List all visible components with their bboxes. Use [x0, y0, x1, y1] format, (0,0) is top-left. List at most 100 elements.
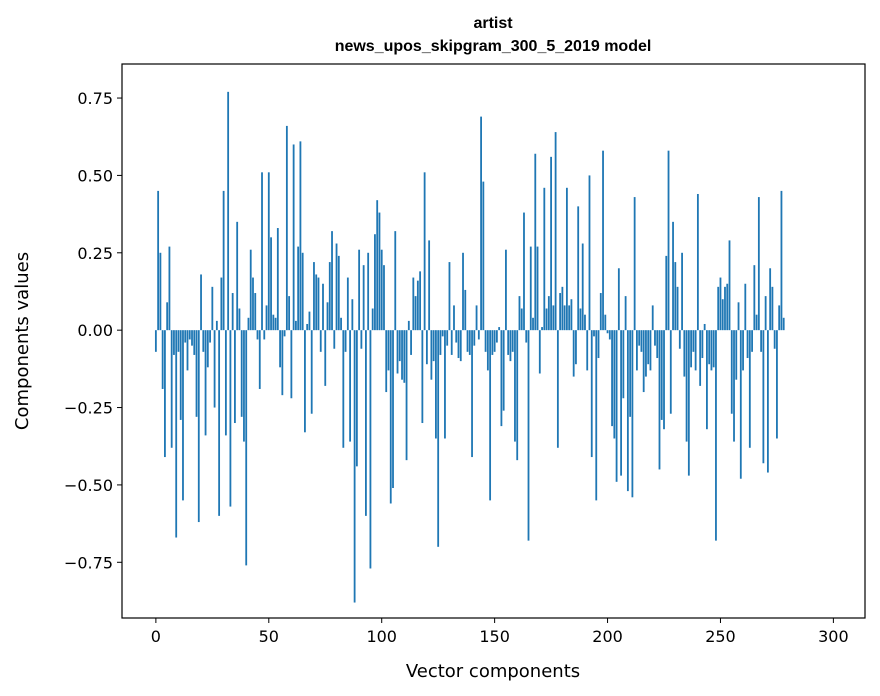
bar-121 [428, 240, 431, 331]
bar-276 [778, 305, 781, 331]
bar-204 [615, 330, 618, 482]
bar-77 [328, 262, 331, 331]
bar-268 [760, 330, 763, 352]
bar-146 [484, 330, 487, 352]
bar-233 [681, 252, 683, 331]
bar-138 [466, 330, 469, 352]
bar-178 [556, 330, 559, 448]
bar-248 [715, 330, 717, 541]
bar-63 [297, 246, 300, 331]
bar-27 [215, 320, 218, 331]
bar-36 [236, 221, 239, 331]
bar-88 [353, 330, 356, 603]
bar-207 [622, 330, 625, 399]
x-tick-label: 0 [151, 627, 161, 646]
bar-134 [457, 330, 460, 359]
bar-60 [290, 330, 293, 399]
bar-143 [477, 330, 480, 340]
bar-40 [245, 330, 248, 566]
bar-261 [744, 283, 747, 331]
bar-11 [179, 330, 182, 420]
bar-140 [471, 330, 473, 458]
bar-137 [464, 289, 467, 331]
bar-200 [606, 330, 609, 334]
bar-163 [523, 212, 525, 331]
y-tick-label: −0.50 [64, 476, 113, 495]
bar-210 [629, 330, 632, 417]
bar-67 [306, 323, 309, 331]
bar-234 [683, 330, 686, 377]
x-tick-label: 100 [366, 627, 397, 646]
bar-9 [175, 330, 178, 538]
bar-226 [665, 255, 668, 331]
bar-1 [157, 190, 160, 331]
bar-20 [200, 274, 202, 331]
bar-201 [608, 330, 611, 340]
bar-79 [333, 330, 336, 349]
bar-274 [773, 330, 776, 349]
bar-181 [563, 305, 566, 331]
bar-159 [514, 330, 516, 442]
y-axis-ticks: −0.75 −0.50 −0.25 0.00 0.25 0.50 0.75 [64, 89, 122, 572]
bar-157 [509, 330, 512, 362]
bar-78 [331, 231, 333, 331]
bar-144 [480, 116, 482, 331]
bar-240 [696, 193, 699, 331]
bar-152 [498, 327, 501, 331]
bar-61 [292, 144, 295, 331]
bar-197 [599, 293, 602, 331]
bar-118 [421, 330, 424, 424]
y-tick-label: 0.50 [77, 166, 113, 185]
bar-168 [534, 153, 537, 331]
y-tick-label: 0.75 [77, 89, 113, 108]
bar-212 [633, 197, 636, 331]
bar-190 [584, 314, 586, 331]
bar-26 [213, 330, 216, 408]
bar-277 [780, 190, 783, 331]
bar-114 [412, 277, 415, 331]
bar-250 [719, 277, 722, 331]
bar-187 [577, 206, 580, 331]
bar-81 [337, 255, 340, 331]
bar-8 [173, 330, 175, 355]
bar-122 [430, 330, 433, 380]
bar-119 [423, 172, 426, 331]
bar-176 [552, 305, 555, 331]
bar-203 [613, 330, 616, 439]
bar-270 [764, 296, 767, 331]
bar-244 [706, 330, 708, 430]
bar-49 [265, 305, 268, 331]
bar-262 [746, 330, 749, 359]
bar-53 [274, 317, 277, 331]
y-tick-label: 0.25 [77, 244, 113, 263]
bar-220 [651, 305, 654, 331]
bar-70 [313, 262, 315, 331]
bar-23 [206, 330, 209, 368]
bar-39 [243, 330, 245, 442]
x-tick-label: 250 [705, 627, 736, 646]
bar-115 [414, 296, 417, 331]
bar-195 [595, 330, 598, 501]
bar-69 [310, 330, 313, 414]
bar-44 [254, 293, 257, 331]
bar-34 [231, 293, 234, 331]
bar-22 [204, 330, 207, 436]
bar-57 [283, 330, 286, 337]
bar-85 [346, 277, 349, 331]
bar-266 [755, 314, 758, 331]
bar-215 [640, 330, 643, 352]
bar-242 [701, 330, 704, 359]
bar-265 [753, 265, 756, 331]
bar-38 [240, 330, 243, 417]
x-tick-label: 300 [818, 627, 849, 646]
bar-13 [184, 330, 187, 343]
bar-237 [690, 330, 693, 368]
bar-153 [500, 330, 503, 427]
bar-95 [369, 330, 372, 569]
bar-89 [355, 330, 358, 467]
bar-4 [164, 330, 166, 458]
bar-160 [516, 330, 519, 461]
bar-256 [733, 330, 735, 442]
bar-128 [444, 330, 446, 439]
bar-249 [717, 286, 720, 331]
